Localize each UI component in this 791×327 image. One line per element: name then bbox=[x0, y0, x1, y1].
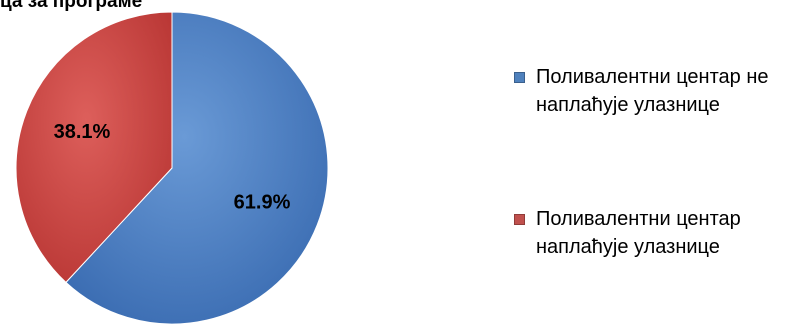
legend-swatch-blue bbox=[514, 72, 525, 83]
chart-title: ца за програме bbox=[0, 0, 143, 12]
legend-label: Поливалентни центар не наплаћује улазниц… bbox=[536, 66, 769, 116]
pie-slice-free-entry bbox=[65, 11, 329, 325]
legend-label: Поливалентни центар наплаћује улазнице bbox=[536, 208, 741, 258]
data-label-free-entry: 61.9% bbox=[234, 192, 291, 214]
legend-item-free-entry: Поливалентни центар не наплаћује улазниц… bbox=[514, 63, 784, 119]
legend-swatch-red bbox=[514, 214, 525, 225]
pie-slice-paid-entry bbox=[15, 11, 173, 284]
legend-item-paid-entry: Поливалентни центар наплаћује улазнице bbox=[514, 205, 784, 261]
data-label-paid-entry: 38.1% bbox=[54, 121, 111, 143]
